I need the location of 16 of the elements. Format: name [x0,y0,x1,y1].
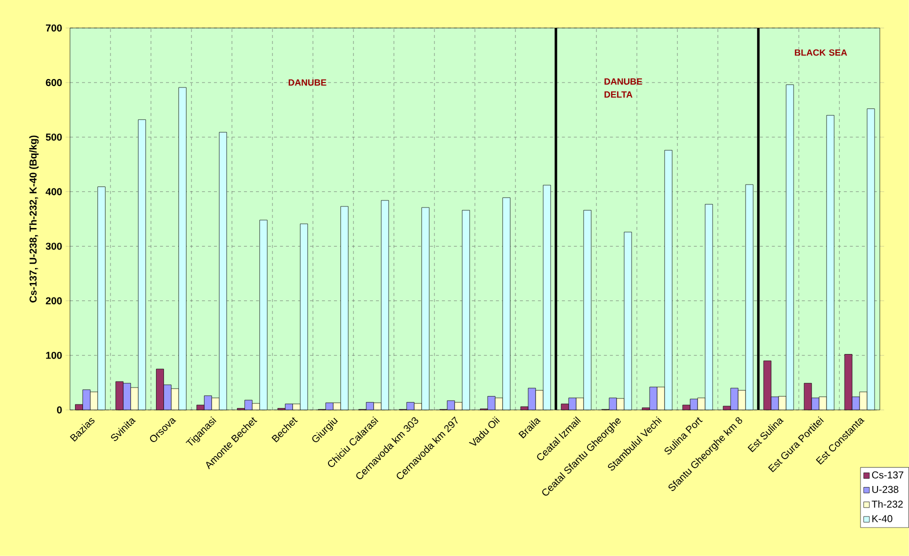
legend-label: U-238 [872,486,898,494]
legend-label: K-40 [872,515,892,522]
y-tick-label: 600 [46,79,62,86]
y-tick-label: 500 [46,134,62,141]
annotation: DANUBE [288,79,326,86]
y-tick-label: 300 [46,242,62,250]
legend-label: Th-232 [872,500,903,508]
y-tick-label: 100 [46,352,62,359]
y-tick-label: 0 [57,406,62,414]
y-axis-title: Cs-137, U-238, Th-232, K-40 (Bq/kg) [29,136,39,302]
annotation: DANUBE DELTA [604,78,642,98]
annotation: BLACK SEA [794,49,848,56]
y-tick-label: 200 [46,297,62,304]
legend-label: Cs-137 [872,471,904,479]
y-tick-label: 700 [46,24,62,32]
y-tick-label: 400 [46,188,62,196]
